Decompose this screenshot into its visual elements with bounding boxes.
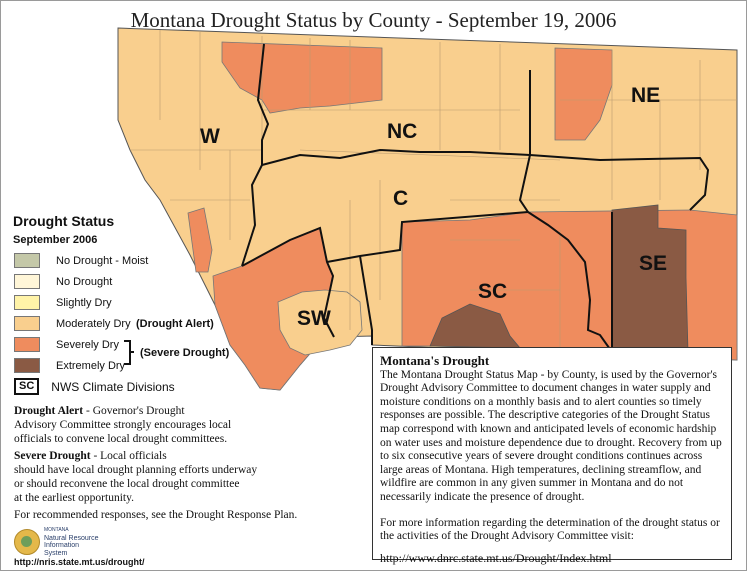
swatch-no-drought-moist: [14, 253, 40, 268]
region-label-nc: NC: [387, 120, 418, 143]
alert-text: officials to convene local drought commi…: [14, 433, 228, 445]
swatch-no-drought: [14, 274, 40, 289]
nris-logo: MONTANA Natural Resource Information Sys…: [14, 527, 98, 557]
legend-item-nws-divisions: SC NWS Climate Divisions: [14, 378, 175, 395]
county-lines: [130, 30, 737, 350]
legend-heading: Drought Status: [13, 213, 115, 229]
legend-item-slightly-dry: Slightly Dry: [14, 295, 112, 310]
info-box-more: For more information regarding the deter…: [380, 516, 720, 543]
legend-item-label: Severely Dry: [56, 338, 119, 351]
legend-item-label: No Drought: [56, 275, 113, 288]
legend-item-label: Moderately Dry: [56, 317, 131, 330]
swatch-moderately-dry: [14, 316, 40, 331]
legend-item-no-drought-moist: No Drought - Moist: [14, 253, 148, 268]
swatch-extremely-dry: [14, 358, 40, 373]
sc-box-symbol: SC: [14, 378, 40, 395]
drought-alert-tag: (Drought Alert): [136, 318, 214, 330]
responses-note: For recommended responses, see the Droug…: [14, 509, 298, 521]
severe-text: or should reconvene the local drought co…: [14, 478, 240, 490]
moderately-dry-sw-pocket: [277, 289, 363, 356]
info-box: Montana's Drought The Montana Drought St…: [372, 347, 732, 564]
swatch-severely-dry: [14, 337, 40, 352]
severe-text: - Local officials: [90, 450, 167, 462]
severe-drought-description: Severe Drought - Local officials should …: [14, 449, 314, 505]
info-box-heading: Montana's Drought: [380, 353, 490, 368]
legend-item-label: No Drought - Moist: [56, 254, 149, 267]
severe-bracket: [124, 340, 134, 365]
alert-term: Drought Alert: [14, 405, 84, 417]
nris-logo-text: MONTANA Natural Resource Information Sys…: [44, 527, 99, 557]
severe-text: at the earliest opportunity.: [14, 492, 134, 504]
region-label-w: W: [200, 125, 220, 148]
nris-logo-icon: [14, 529, 40, 555]
drought-alert-description: Drought Alert - Governor's Drought Advis…: [14, 404, 314, 446]
severely-dry-west: [187, 207, 213, 273]
nris-url-link[interactable]: http://nris.state.mt.us/drought/: [14, 557, 145, 567]
alert-text: Advisory Committee strongly encourages l…: [14, 419, 232, 431]
legend-item-extremely-dry: Extremely Dry: [14, 358, 125, 373]
legend-item-severely-dry: Severely Dry: [14, 337, 119, 352]
region-label-se: SE: [639, 252, 668, 275]
region-label-ne: NE: [631, 84, 661, 107]
region-label-c: C: [393, 187, 409, 210]
alert-text: - Governor's Drought: [83, 405, 185, 417]
legend-item-label: Extremely Dry: [56, 359, 126, 372]
severe-drought-tag: (Severe Drought): [140, 347, 230, 359]
legend-item-moderately-dry: Moderately Dry: [14, 316, 131, 331]
map-title: Montana Drought Status by County - Septe…: [130, 8, 617, 32]
region-label-sw: SW: [297, 307, 331, 330]
legend-item-no-drought: No Drought: [14, 274, 112, 289]
swatch-slightly-dry: [14, 295, 40, 310]
legend-item-label: Slightly Dry: [56, 296, 112, 309]
dnrc-drought-link[interactable]: http://www.dnrc.state.mt.us/Drought/Inde…: [380, 550, 612, 565]
severe-text: should have local drought planning effor…: [14, 464, 258, 476]
climate-division-boundaries: [241, 43, 710, 353]
region-label-sc: SC: [478, 280, 508, 303]
severe-term: Severe Drought: [14, 450, 91, 462]
legend-subheading: September 2006: [13, 234, 98, 246]
info-box-body: The Montana Drought Status Map - by Coun…: [380, 368, 722, 503]
nws-label: NWS Climate Divisions: [51, 379, 175, 394]
